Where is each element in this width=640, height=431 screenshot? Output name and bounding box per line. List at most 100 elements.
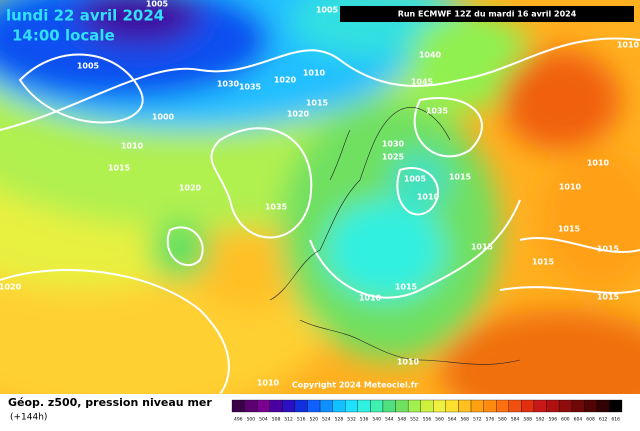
- scale-swatch: [407, 399, 421, 413]
- scale-label: 560: [435, 417, 444, 423]
- isobar-label: 1020: [0, 283, 22, 292]
- scale-label: 608: [586, 417, 595, 423]
- scale-label: 592: [536, 417, 545, 423]
- scale-swatch: [496, 399, 509, 413]
- scale-swatch: [357, 399, 371, 413]
- scale-swatch: [433, 399, 447, 413]
- isobar-label: 1030: [382, 140, 405, 149]
- isobar-label: 1040: [419, 51, 442, 60]
- scale-swatch: [558, 399, 572, 413]
- scale-label: 604: [574, 417, 583, 423]
- isobar-label: 1020: [179, 184, 202, 193]
- scale-label: 552: [410, 417, 419, 423]
- scale-swatch: [483, 399, 497, 413]
- scale-label: 584: [511, 417, 520, 423]
- coastlines: [269, 107, 521, 365]
- scale-label: 512: [284, 417, 293, 423]
- scale-label: 520: [309, 417, 318, 423]
- scale-swatch: [307, 399, 321, 413]
- isobar-label: 1005: [146, 0, 169, 9]
- isobar-label: 1010: [617, 41, 640, 50]
- isobar-label: 1045: [411, 78, 434, 87]
- scale-swatch: [508, 399, 522, 413]
- scale-swatch: [257, 399, 270, 413]
- scale-swatch: [420, 399, 434, 413]
- scale-label: 568: [460, 417, 469, 423]
- scale-swatch: [370, 399, 384, 413]
- scale-label: 508: [272, 417, 281, 423]
- isobar-label: 1015: [449, 173, 472, 182]
- isobar-label: 1010: [303, 69, 326, 78]
- scale-swatch: [269, 399, 283, 413]
- scale-label: 612: [599, 417, 608, 423]
- scale-label: 540: [372, 417, 381, 423]
- scale-swatch: [382, 399, 396, 413]
- scale-label: 556: [423, 417, 432, 423]
- isobar-label: 1020: [274, 76, 297, 85]
- isobar-label: 1005: [404, 175, 427, 184]
- scale-label: 496: [234, 417, 243, 423]
- isobars: [0, 37, 640, 394]
- scale-label: 588: [523, 417, 532, 423]
- scale-swatch: [445, 399, 459, 413]
- isobar-label: 1015: [108, 164, 131, 173]
- isobar-label: 1030: [217, 80, 240, 89]
- scale-label: 572: [473, 417, 482, 423]
- isobar-label: 1015: [306, 99, 329, 108]
- scale-swatch: [282, 399, 296, 413]
- scale-label: 596: [549, 417, 558, 423]
- scale-label: 564: [448, 417, 457, 423]
- copyright: Copyright 2024 Meteociel.fr: [292, 381, 418, 390]
- scale-swatch: [332, 399, 346, 413]
- scale-swatch: [458, 399, 472, 413]
- scale-swatch: [609, 399, 623, 413]
- isobar-label: 1000: [152, 113, 175, 122]
- scale-label: 616: [611, 417, 620, 423]
- isobar-label: 1015: [597, 245, 620, 254]
- isobar-label: 1010: [417, 193, 440, 202]
- isobar-label: 1025: [382, 153, 405, 162]
- isobar-label: 1010: [121, 142, 144, 151]
- scale-label: 544: [385, 417, 394, 423]
- scale-swatch: [231, 399, 245, 413]
- isobar-label: 1015: [597, 293, 620, 302]
- isobar-label: 1010: [587, 159, 610, 168]
- scale-swatch: [546, 399, 560, 413]
- isobar-label: 1010: [559, 183, 582, 192]
- scale-swatch: [533, 399, 547, 413]
- isobar-label: 1035: [426, 107, 449, 116]
- isobar-label: 1015: [532, 258, 555, 267]
- scale-swatch: [345, 399, 358, 413]
- scale-label: 576: [486, 417, 495, 423]
- map-date: lundi 22 avril 2024: [6, 7, 164, 25]
- scale-label: 536: [360, 417, 369, 423]
- isobar-label: 1020: [287, 110, 310, 119]
- run-box: [340, 6, 634, 22]
- isobar-label: 1035: [265, 203, 288, 212]
- footer-title: Géop. z500, pression niveau mer: [8, 396, 212, 409]
- isobar-label: 1010: [359, 294, 382, 303]
- scale-label: 548: [398, 417, 407, 423]
- run-label: Run ECMWF 12Z du mardi 16 avril 2024: [398, 10, 577, 19]
- isobar-label: 1015: [395, 283, 418, 292]
- isobar-label: 1010: [397, 358, 420, 367]
- scale-swatch: [244, 399, 258, 413]
- isobar-label: 1015: [558, 225, 581, 234]
- scale-label: 528: [335, 417, 344, 423]
- scale-swatch: [395, 399, 409, 413]
- scale-label: 500: [247, 417, 256, 423]
- scale-label: 524: [322, 417, 331, 423]
- scale-swatch: [319, 399, 333, 413]
- scale-label: 504: [259, 417, 268, 423]
- scale-swatch: [470, 399, 484, 413]
- isobar-label: 1015: [471, 243, 494, 252]
- scale-label: 532: [347, 417, 356, 423]
- map-time: 14:00 locale: [12, 27, 115, 45]
- footer-lead: (+144h): [10, 413, 47, 423]
- scale-label: 580: [498, 417, 507, 423]
- scale-swatch: [294, 399, 308, 413]
- scale-label: 516: [297, 417, 306, 423]
- isobar-label: 1035: [239, 83, 262, 92]
